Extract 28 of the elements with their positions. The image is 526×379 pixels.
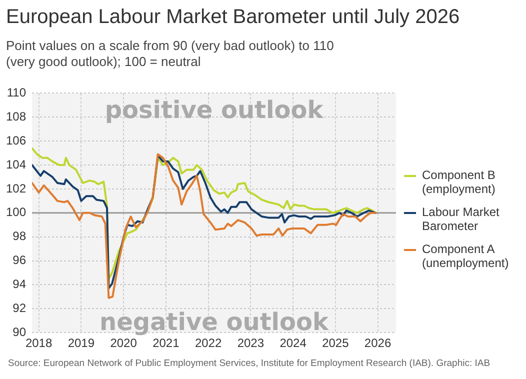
- y-tick-label: 110: [6, 86, 26, 100]
- source-note: Source: European Network of Public Employment Services, Institute for Employment Research (IAB). Graphic: IAB: [8, 358, 490, 369]
- x-tick-label: 2018: [25, 336, 52, 350]
- x-tick-label: 2026: [364, 336, 392, 350]
- legend-label: Component A (unemployment): [422, 242, 510, 270]
- y-tick-label: 98: [12, 229, 26, 244]
- annotation: positive outlook: [104, 96, 324, 124]
- x-tick-label: 2020: [110, 336, 138, 350]
- y-tick-label: 96: [12, 253, 26, 268]
- y-tick-label: 94: [12, 277, 26, 292]
- y-tick-label: 104: [6, 157, 26, 172]
- x-tick-label: 2024: [280, 336, 307, 350]
- y-tick-label: 106: [6, 133, 26, 148]
- legend-label: Component B (employment): [422, 168, 496, 196]
- chart-subtitle: Point values on a scale from 90 (very bad outlook) to 110 (very good outlook); 100 = neutral: [6, 38, 335, 70]
- x-tick-label: 2023: [237, 336, 264, 350]
- chart-title: European Labour Market Barometer until July 2026: [6, 6, 460, 29]
- x-tick-label: 2021: [152, 336, 180, 350]
- y-tick-label: 92: [12, 300, 26, 315]
- y-tick-label: 102: [6, 181, 26, 196]
- legend-label: Labour Market Barometer: [422, 205, 500, 233]
- x-tick-label: 2019: [68, 336, 95, 350]
- x-tick-label: 2025: [322, 336, 350, 350]
- x-tick-label: 2022: [194, 336, 222, 350]
- y-tick-label: 100: [6, 205, 26, 220]
- y-tick-label: 108: [6, 109, 26, 124]
- annotation: negative outlook: [100, 308, 328, 336]
- y-tick-label: 90: [12, 324, 26, 339]
